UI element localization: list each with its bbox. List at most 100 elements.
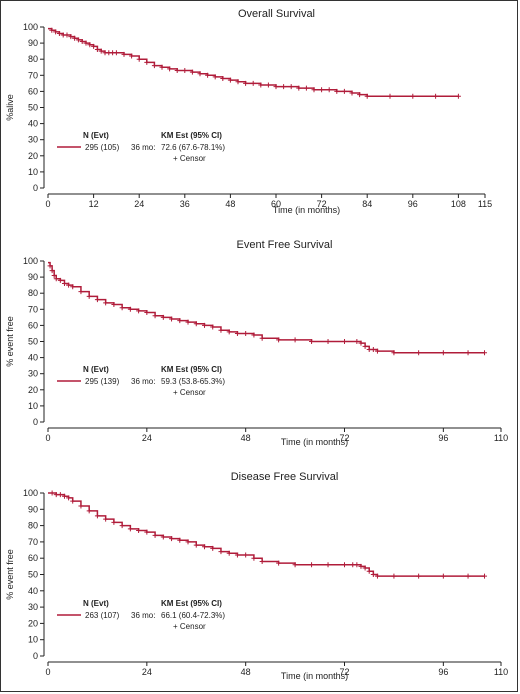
censor-mark [151, 63, 157, 69]
censor-mark [370, 347, 376, 353]
censor-mark [358, 340, 364, 346]
y-tick-label: 70 [28, 537, 38, 547]
x-tick-label: 115 [478, 199, 492, 209]
y-tick-label: 80 [28, 288, 38, 298]
y-tick-label: 20 [28, 618, 38, 628]
legend-censor-label: + Censor [173, 388, 206, 397]
censor-mark [152, 313, 158, 319]
censor-mark [86, 293, 92, 299]
censor-mark [91, 43, 97, 49]
censor-mark [357, 92, 363, 98]
legend-header-km: KM Est (95% CI) [161, 131, 222, 140]
censor-mark [391, 350, 397, 356]
legend-km-value: 59.3 (53.8-65.3%) [161, 377, 225, 386]
censor-mark [410, 93, 416, 99]
censor-mark [334, 88, 340, 94]
x-tick-label: 24 [134, 199, 144, 209]
y-tick-label: 70 [28, 304, 38, 314]
legend-timepoint: 36 mo: [131, 377, 155, 386]
y-tick-label: 0 [33, 651, 38, 661]
y-tick-label: 50 [28, 570, 38, 580]
censor-mark [311, 87, 317, 93]
censor-mark [416, 350, 422, 356]
y-tick-label: 20 [28, 151, 38, 161]
y-tick-label: 90 [28, 38, 38, 48]
censor-mark [234, 330, 240, 336]
censor-mark [94, 47, 100, 53]
y-tick-label: 100 [23, 488, 38, 498]
x-tick-label: 24 [142, 667, 152, 677]
y-tick-label: 60 [28, 86, 38, 96]
censor-mark [265, 82, 271, 88]
y-tick-label: 50 [28, 103, 38, 113]
censor-mark [303, 85, 309, 91]
x-tick-label: 84 [362, 199, 372, 209]
censor-mark [111, 519, 117, 525]
censor-mark [387, 93, 393, 99]
censor-mark [193, 321, 199, 327]
km-curve [48, 261, 485, 354]
y-tick-label: 50 [28, 337, 38, 347]
censor-mark [51, 272, 57, 278]
censor-mark [177, 537, 183, 543]
y-tick-label: 80 [28, 54, 38, 64]
chart-overall-survival: Overall Survival 0 10 20 30 40 50 60 70 80 90 100 0 1… [5, 8, 492, 215]
censor-mark [227, 77, 233, 83]
censor-mark [127, 526, 133, 532]
censor-mark [358, 563, 364, 569]
censor-mark [296, 85, 302, 91]
censor-mark [144, 310, 150, 316]
censor-mark [70, 284, 76, 290]
censor-mark [86, 508, 92, 514]
censor-mark [366, 568, 372, 574]
censor-mark [292, 562, 298, 568]
censor-mark [78, 503, 84, 509]
legend-n-value: 295 (139) [85, 377, 120, 386]
legend-header-km: KM Est (95% CI) [161, 365, 222, 374]
censor-mark [482, 573, 488, 579]
censor-mark [218, 327, 224, 333]
chart-title: Disease Free Survival [231, 471, 339, 483]
censor-mark [47, 263, 53, 269]
censor-mark [292, 337, 298, 343]
censor-mark [218, 549, 224, 555]
censor-mark [325, 339, 331, 344]
legend-km-value: 72.6 (67.6-78.1%) [161, 143, 225, 152]
censor-mark [127, 306, 133, 312]
censor-mark [160, 314, 166, 320]
censor-mark [374, 573, 380, 579]
legend-n-value: 263 (107) [85, 611, 120, 620]
censor-mark [94, 513, 100, 519]
censor-mark [193, 542, 199, 548]
censor-mark [205, 72, 211, 78]
censor-mark [185, 539, 191, 545]
y-axis-label: % event free [5, 316, 15, 367]
chart-disease-free-survival: Disease Free Survival 0 10 20 30 40 50 60 70 80 90… [5, 471, 508, 681]
censor-mark [119, 305, 125, 311]
censor-mark [53, 29, 59, 35]
censor-mark [210, 324, 216, 330]
censor-mark [78, 289, 84, 295]
censor-mark [61, 493, 67, 499]
chart-title: Overall Survival [238, 8, 315, 20]
censor-mark [326, 87, 332, 93]
censor-mark [136, 308, 142, 314]
x-tick-label: 72 [340, 433, 350, 443]
censor-mark [201, 544, 207, 550]
censor-mark [226, 550, 232, 556]
y-tick-label: 60 [28, 320, 38, 330]
censor-mark [251, 332, 257, 338]
censor-mark [64, 32, 70, 38]
censor-mark [136, 56, 142, 62]
x-tick-label: 12 [89, 199, 99, 209]
censor-mark [68, 34, 74, 40]
censor-mark [66, 495, 72, 501]
censor-mark [57, 492, 63, 498]
x-tick-label: 96 [438, 433, 448, 443]
censor-mark [342, 562, 348, 568]
censor-mark [212, 74, 218, 80]
censor-mark [370, 572, 376, 577]
x-tick-label: 0 [45, 433, 50, 443]
censor-mark [276, 560, 282, 566]
censor-mark [349, 90, 355, 96]
